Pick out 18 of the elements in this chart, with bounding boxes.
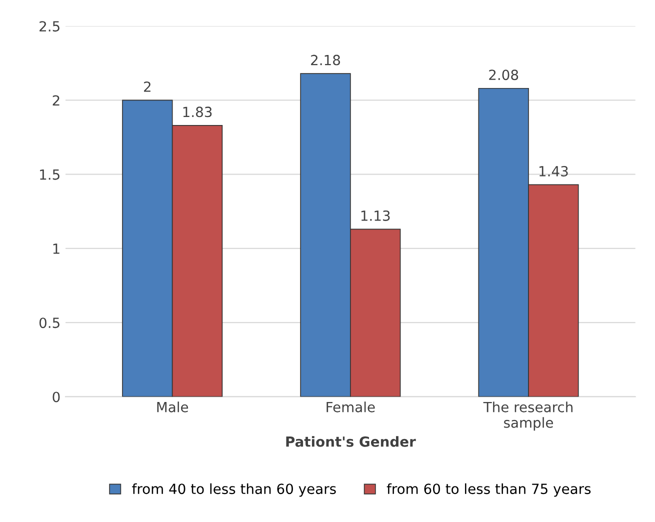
y-tick-label: 0.5	[39, 318, 60, 328]
x-tick-label: Male	[157, 402, 188, 412]
data-label: 2.18	[311, 54, 340, 66]
legend-label: from 60 to less than 75 years	[386, 483, 591, 497]
data-label: 1.43	[539, 166, 568, 176]
legend-label: from 40 to less than 60 years	[132, 483, 336, 497]
data-label: 1.83	[183, 106, 212, 118]
x-tick-label: The research sample	[483, 402, 572, 431]
data-label: 2.08	[489, 70, 518, 80]
y-tick-label: 2.5	[40, 21, 60, 32]
y-tick-label: 1.5	[40, 170, 60, 180]
y-tick-label: 0	[52, 392, 60, 402]
data-label: 2	[144, 81, 150, 92]
data-label: 1.13	[361, 210, 390, 221]
x-tick-label: Female	[326, 402, 375, 412]
x-axis-title: Pationt's Gender	[286, 436, 416, 447]
y-tick-label: 1	[53, 244, 60, 254]
y-tick-label: 2	[52, 95, 60, 106]
